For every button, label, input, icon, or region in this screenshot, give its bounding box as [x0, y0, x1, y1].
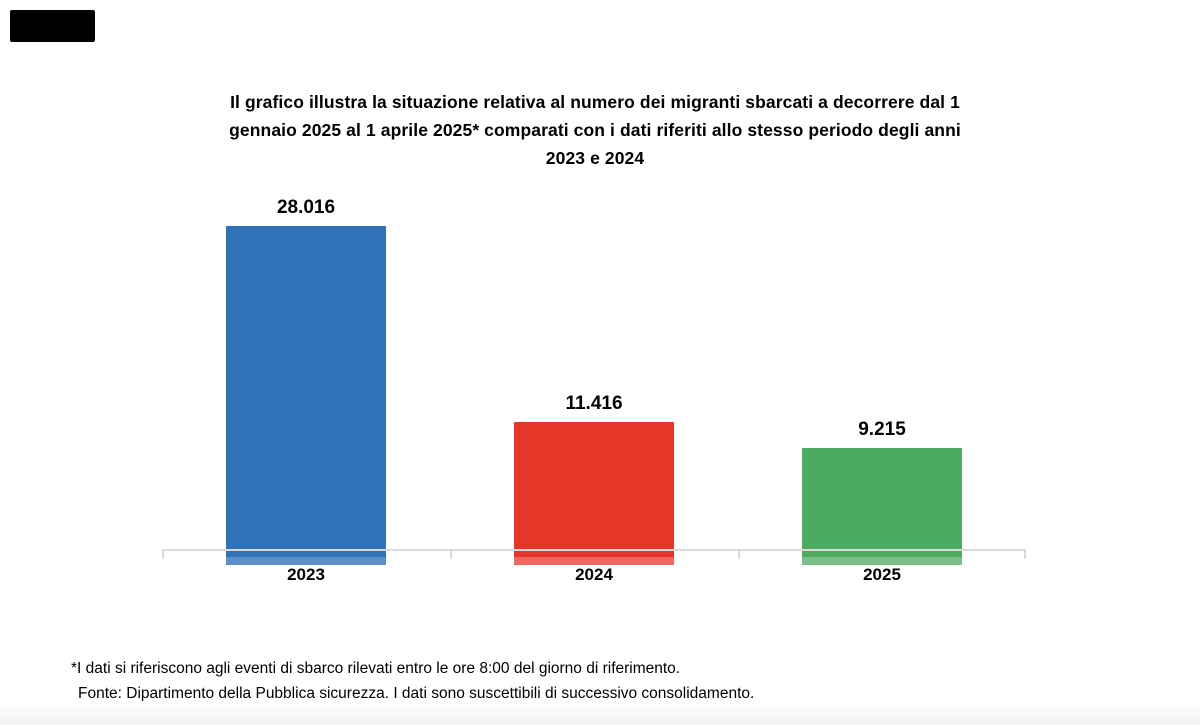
chart-title-line-1: Il grafico illustra la situazione relati… — [230, 92, 960, 112]
value-label-2024: 11.416 — [565, 393, 623, 414]
x-axis-tick — [738, 549, 740, 559]
chart-title: Il grafico illustra la situazione relati… — [170, 88, 1020, 172]
category-label-2023: 2023 — [287, 565, 325, 584]
bar-2023 — [226, 226, 386, 565]
bar-2023-foot — [226, 557, 386, 565]
bar-2024-foot — [514, 557, 674, 565]
x-axis-tick — [162, 549, 164, 559]
x-axis-tick — [1024, 549, 1026, 559]
bar-2025 — [802, 448, 962, 565]
value-label-2023: 28.016 — [276, 197, 336, 218]
chart-title-line-2: gennaio 2025 al 1 aprile 2025* comparati… — [229, 120, 961, 140]
category-label-2024: 2024 — [575, 565, 613, 584]
value-label-2025: 9.215 — [858, 419, 906, 440]
x-axis-tick — [450, 549, 452, 559]
category-label-2025: 2025 — [863, 565, 901, 584]
x-axis-line — [162, 549, 1026, 551]
bottom-gradient-strip — [0, 701, 1200, 725]
corner-black-box — [10, 10, 95, 42]
footnote-source: Fonte: Dipartimento della Pubblica sicur… — [78, 685, 755, 702]
bar-2025-foot — [802, 557, 962, 565]
footnote-asterisk: *I dati si riferiscono agli eventi di sb… — [71, 660, 681, 677]
chart-title-line-3: 2023 e 2024 — [545, 148, 645, 168]
footnotes: *I dati si riferiscono agli eventi di sb… — [71, 656, 754, 706]
bar-2024 — [514, 422, 674, 565]
